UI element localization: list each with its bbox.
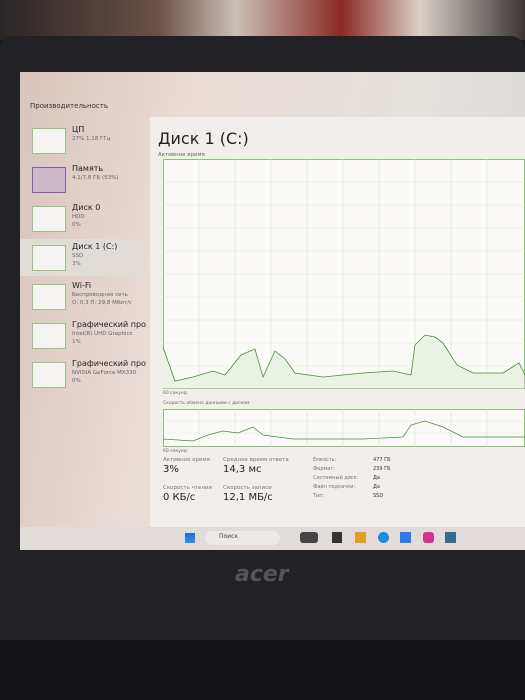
item-detail: 0% bbox=[72, 378, 81, 384]
prop-value: 239 ГБ bbox=[373, 466, 391, 472]
item-detail: HDD bbox=[72, 214, 85, 220]
sidebar-item[interactable]: Диск 1 (C:) SSD 3% bbox=[20, 239, 145, 276]
item-detail: SSD bbox=[72, 253, 84, 259]
item-detail: О: 0,3 П: 29,8 Мбит/с bbox=[72, 300, 132, 306]
prop-label: Системный диск: bbox=[313, 475, 359, 481]
taskbar: Поиск bbox=[20, 527, 525, 550]
background bbox=[0, 0, 525, 40]
stat-label: Скорость записи bbox=[223, 485, 272, 491]
stat-value: 0 КБ/с bbox=[163, 492, 196, 503]
sidebar-item[interactable]: Диск 0 HDD 0% bbox=[20, 200, 145, 237]
disk-title: Диск 1 (C:) bbox=[158, 129, 249, 148]
prop-label: Емкость: bbox=[313, 457, 337, 463]
prop-label: Формат: bbox=[313, 466, 335, 472]
stat-label: Скорость чтения bbox=[163, 485, 212, 491]
item-name: Графический про bbox=[72, 359, 146, 368]
thumbnail bbox=[32, 362, 66, 388]
app-icon[interactable] bbox=[300, 532, 318, 543]
prop-value: Да bbox=[373, 475, 380, 481]
search-box[interactable]: Поиск bbox=[205, 531, 280, 545]
screen: Производительность ЦП 27% 1,18 ГГц Память 4… bbox=[20, 72, 525, 550]
prop-value: SSD bbox=[373, 493, 384, 499]
brand-logo: acer bbox=[235, 562, 289, 587]
app-icon[interactable] bbox=[378, 532, 389, 543]
thumbnail bbox=[32, 206, 66, 232]
sidebar-item[interactable]: Графический про NVIDIA GeForce MX330 0% bbox=[20, 356, 146, 393]
prop-label: Тип: bbox=[313, 493, 325, 499]
sidebar: ЦП 27% 1,18 ГГц Память 4,1/7,8 ГБ (53%) Диск… bbox=[20, 122, 150, 402]
thumbnail bbox=[32, 128, 66, 154]
stat-label: Активное время bbox=[163, 457, 210, 463]
stat-label: Среднее время ответа bbox=[223, 457, 289, 463]
sidebar-item[interactable]: ЦП 27% 1,18 ГГц bbox=[20, 122, 145, 159]
item-detail: Беспроводная сеть bbox=[72, 292, 128, 298]
app-icon[interactable] bbox=[332, 532, 342, 543]
item-detail: NVIDIA GeForce MX330 bbox=[72, 370, 137, 376]
item-name: Диск 0 bbox=[72, 203, 101, 212]
thumbnail bbox=[32, 167, 66, 193]
item-name: Графический про bbox=[72, 320, 146, 329]
app-icon[interactable] bbox=[400, 532, 411, 543]
graph-time: 60 секунд bbox=[163, 449, 187, 454]
prop-label: Файл подкачки: bbox=[313, 484, 356, 490]
graph-label: Скорость обмена данными с диском bbox=[163, 401, 250, 406]
item-detail: 3% bbox=[72, 261, 81, 267]
activity-graph bbox=[163, 159, 525, 389]
thumbnail bbox=[32, 245, 66, 271]
stat-value: 3% bbox=[163, 464, 179, 475]
thumbnail bbox=[32, 323, 66, 349]
item-name: Wi-Fi bbox=[72, 281, 92, 290]
item-name: Диск 1 (C:) bbox=[72, 242, 118, 251]
search-label: Поиск bbox=[219, 533, 239, 540]
graph-label: Активное время bbox=[158, 152, 205, 158]
sidebar-item[interactable]: Wi-Fi Беспроводная сеть О: 0,3 П: 29,8 Мби… bbox=[20, 278, 145, 315]
main-panel: Диск 1 (C:) Активное время 60 секунд Ско… bbox=[150, 117, 525, 527]
item-detail: 4,1/7,8 ГБ (53%) bbox=[72, 175, 119, 181]
graph-time: 60 секунд bbox=[163, 391, 187, 396]
thumbnail bbox=[32, 284, 66, 310]
item-name: Память bbox=[72, 164, 104, 173]
item-detail: 1% bbox=[72, 339, 81, 345]
item-detail: Intel(R) UHD Graphics bbox=[72, 331, 133, 337]
sidebar-item[interactable]: Графический про Intel(R) UHD Graphics 1% bbox=[20, 317, 146, 354]
app-icon[interactable] bbox=[445, 532, 456, 543]
stat-value: 14,3 мс bbox=[223, 464, 262, 475]
start-button[interactable] bbox=[185, 533, 195, 543]
stat-value: 12,1 МБ/с bbox=[223, 492, 273, 503]
item-name: ЦП bbox=[72, 125, 85, 134]
window-title: Производительность bbox=[30, 102, 108, 110]
sidebar-item[interactable]: Память 4,1/7,8 ГБ (53%) bbox=[20, 161, 145, 198]
stats: Активное время 3% Среднее время ответа 14,3… bbox=[163, 457, 523, 522]
prop-value: Да bbox=[373, 484, 380, 490]
keyboard-area bbox=[0, 640, 525, 700]
app-icon[interactable] bbox=[355, 532, 366, 543]
item-detail: 0% bbox=[72, 222, 81, 228]
prop-value: 477 ГБ bbox=[373, 457, 391, 463]
transfer-graph bbox=[163, 409, 525, 447]
app-icon[interactable] bbox=[423, 532, 434, 543]
item-detail: 27% 1,18 ГГц bbox=[72, 136, 111, 142]
